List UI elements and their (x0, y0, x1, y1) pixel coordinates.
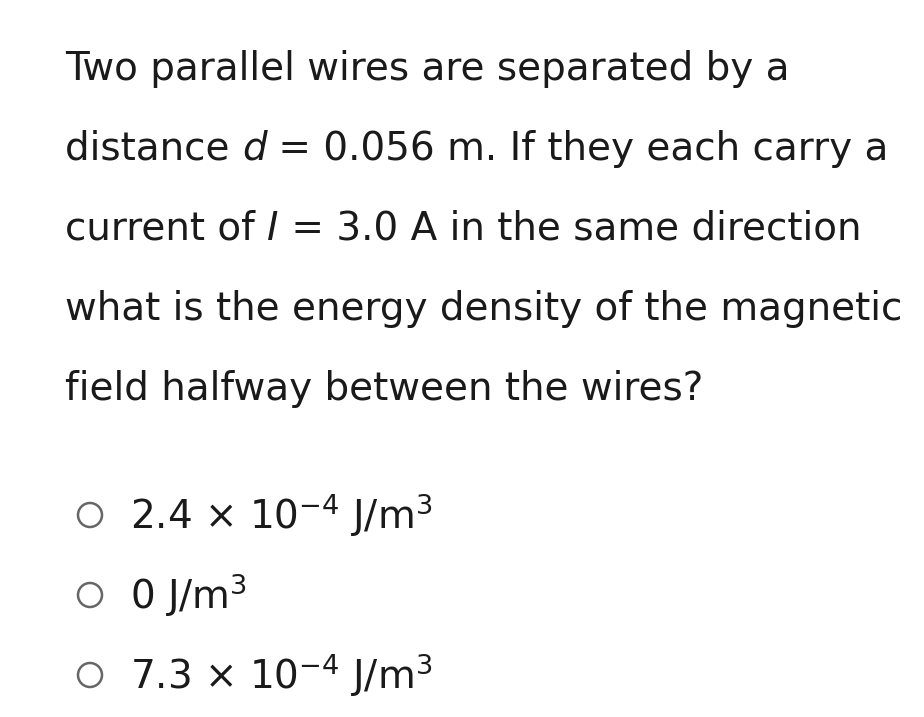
Text: distance: distance (65, 130, 242, 168)
Text: Two parallel wires are separated by a: Two parallel wires are separated by a (65, 50, 789, 88)
Text: field halfway between the wires?: field halfway between the wires? (65, 370, 703, 408)
Text: I: I (267, 210, 279, 248)
Text: 2.4 × 10$^{-4}$ J/m$^{3}$: 2.4 × 10$^{-4}$ J/m$^{3}$ (130, 491, 432, 539)
Text: = 3.0 A in the same direction: = 3.0 A in the same direction (279, 210, 861, 248)
Text: d: d (242, 130, 266, 168)
Text: = 0.056 m. If they each carry a: = 0.056 m. If they each carry a (266, 130, 889, 168)
Text: 7.3 × 10$^{-4}$ J/m$^{3}$: 7.3 × 10$^{-4}$ J/m$^{3}$ (130, 651, 432, 699)
Text: current of: current of (65, 210, 267, 248)
Text: what is the energy density of the magnetic: what is the energy density of the magnet… (65, 290, 903, 328)
Text: 0 J/m$^{3}$: 0 J/m$^{3}$ (130, 571, 247, 619)
